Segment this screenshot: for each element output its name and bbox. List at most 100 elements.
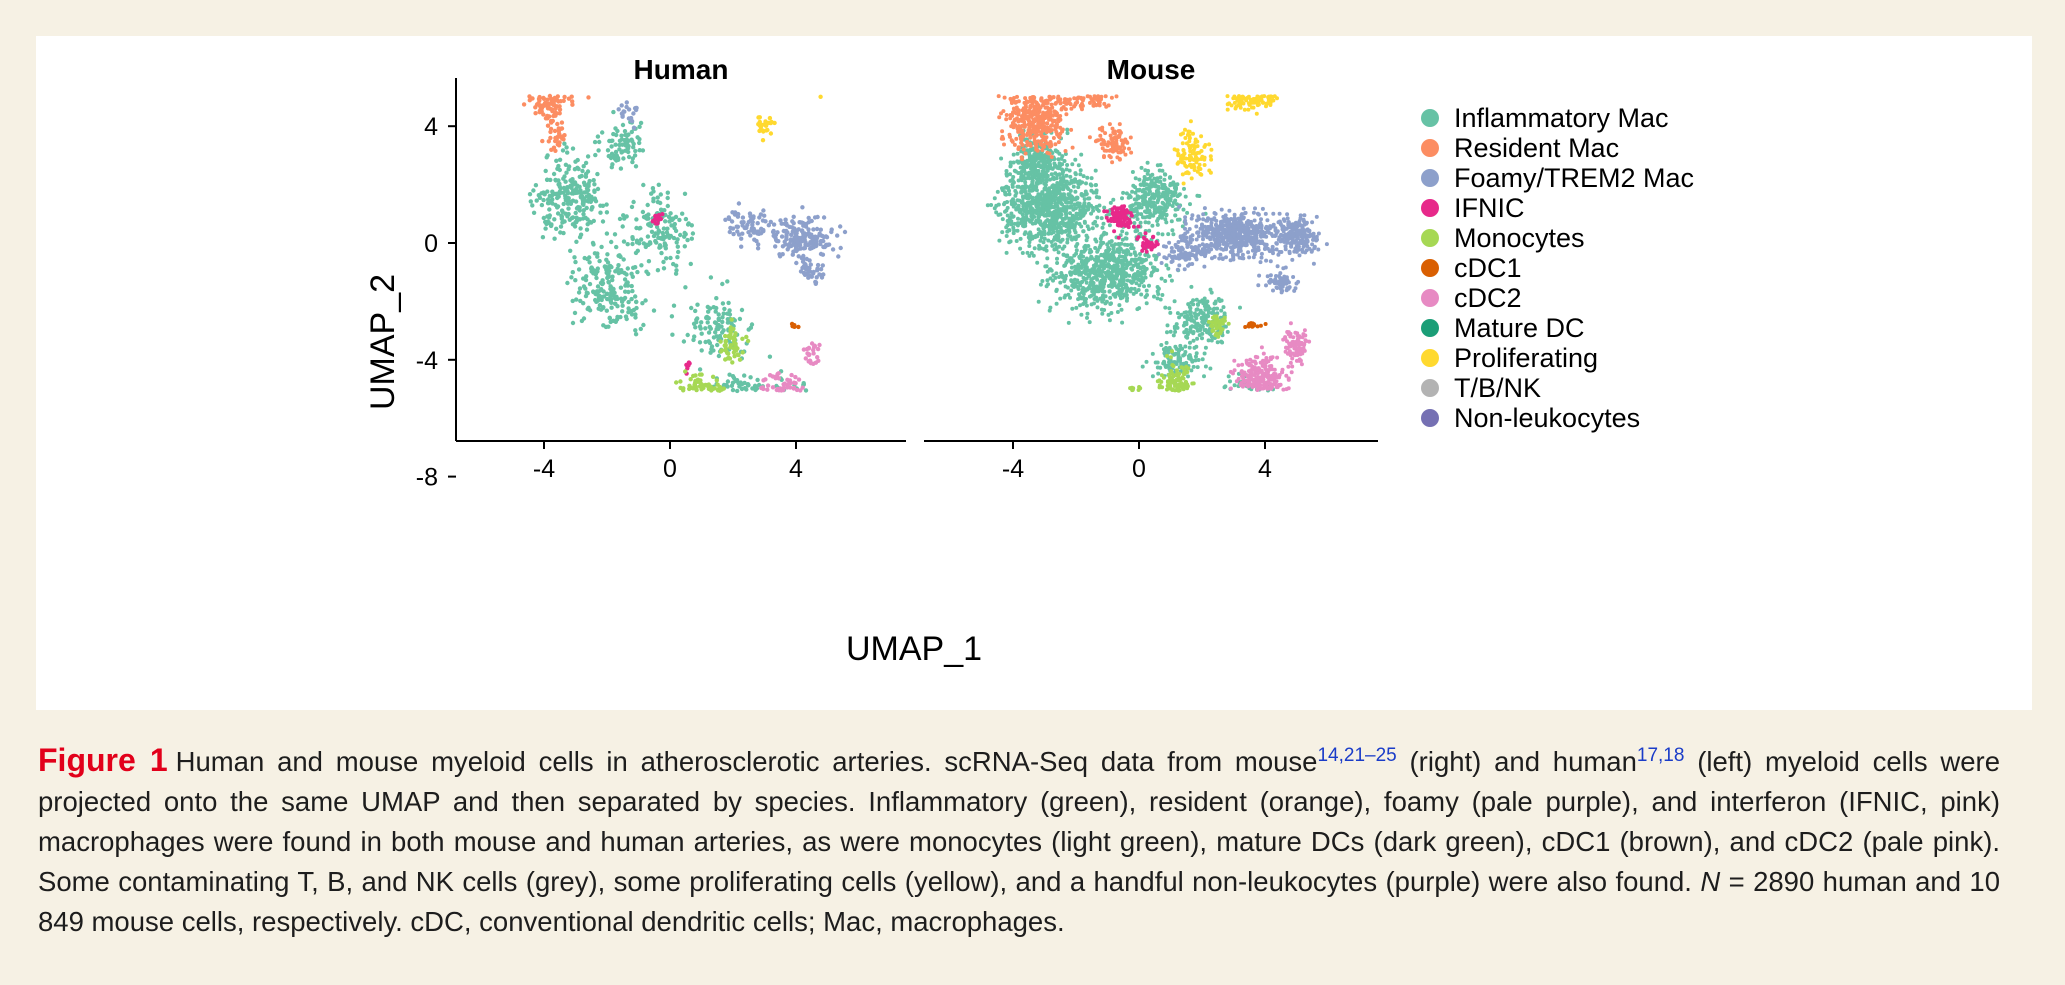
cell-point [1184,310,1189,315]
cell-point [806,220,811,225]
cell-point [1249,231,1254,236]
cell-point [1236,232,1241,236]
cell-point [549,107,555,112]
cell-point [1127,146,1131,151]
cell-point [1236,228,1241,233]
cell-point [1055,132,1060,137]
cell-point [564,170,569,175]
cell-point [1114,94,1119,99]
cell-point [553,202,558,208]
cell-point [622,109,627,114]
cell-point [1027,176,1032,181]
cell-point [534,198,539,203]
cell-point [609,239,614,245]
cell-point [1133,185,1137,190]
cell-point [1087,135,1092,140]
cell-point [1021,147,1026,152]
cell-point [1026,217,1031,222]
cell-point [1025,148,1030,153]
cell-point [1152,210,1157,215]
cell-point [641,322,646,328]
cell-point [1311,231,1316,236]
cell-point [720,319,725,325]
cell-point [576,166,581,172]
cell-point [757,215,762,220]
cell-point [556,163,561,169]
cell-point [1080,204,1085,209]
cell-point [591,178,596,183]
cell-point [1104,104,1109,109]
cell-point [556,141,561,146]
cell-point [576,267,582,272]
cell-point [1047,159,1052,164]
cell-point [1011,197,1015,202]
cell-point [725,384,730,389]
cell-point [706,309,711,314]
cell-point [1041,240,1046,245]
cell-point [1220,256,1225,261]
cell-point [1115,269,1120,273]
cell-point [994,210,999,215]
cell-point [689,236,694,241]
cell-point [802,234,807,239]
cell-point [1052,109,1057,114]
cell-point [531,188,536,193]
cell-point [1049,155,1054,159]
cell-point [1135,307,1140,312]
cell-point [1152,176,1157,181]
cell-point [578,232,584,237]
cell-point [1008,163,1013,168]
cell-point [672,221,677,227]
cell-point [651,308,657,313]
cell-point [1109,95,1114,100]
cell-point [1067,192,1072,197]
cell-point [604,210,610,215]
cell-point [1050,243,1055,248]
cell-point [1072,96,1077,101]
cell-point [574,297,579,302]
cell-point [541,215,546,221]
cell-point [1097,267,1102,271]
cell-point [1134,213,1138,218]
cell-point [625,146,631,151]
cell-point [1143,275,1148,280]
cell-point [596,148,601,153]
cell-point [1036,125,1041,129]
cell-point [749,226,755,231]
cell-point [1016,145,1021,150]
mouse-points [985,94,1329,393]
cell-point [1009,98,1014,103]
cell-point [1204,302,1209,307]
cell-point [1149,270,1154,275]
cell-point [1255,226,1260,231]
cell-point [1066,320,1071,325]
cell-point [748,233,753,238]
cell-point [1008,172,1012,177]
cell-point [1086,201,1091,206]
cell-point [1191,338,1196,343]
cell-point [1252,218,1257,223]
cell-point [821,272,826,277]
cell-point [563,198,569,203]
cell-point [617,216,623,222]
cell-point [537,195,543,200]
cell-point [665,203,670,209]
cell-point [1163,363,1168,368]
cell-point [1123,152,1128,157]
cell-point [1209,338,1214,343]
cell-point [1022,203,1027,208]
cell-point [1051,273,1056,278]
cell-point [1045,192,1050,197]
cell-point [1024,176,1029,181]
cell-point [1016,178,1021,183]
cell-point [1302,213,1307,218]
cell-point [1037,202,1041,207]
cell-point [1143,202,1148,207]
cell-point [799,256,805,261]
figure-panel: 4 0 -4 -8 -4 0 4 -4 0 4 Human Mouse UMAP_1 UMAP_2… [36,36,2032,710]
cell-point [1082,197,1087,202]
cell-point [614,294,619,299]
cell-point [714,296,719,301]
cell-point [1049,128,1054,133]
cell-point [1099,142,1104,147]
